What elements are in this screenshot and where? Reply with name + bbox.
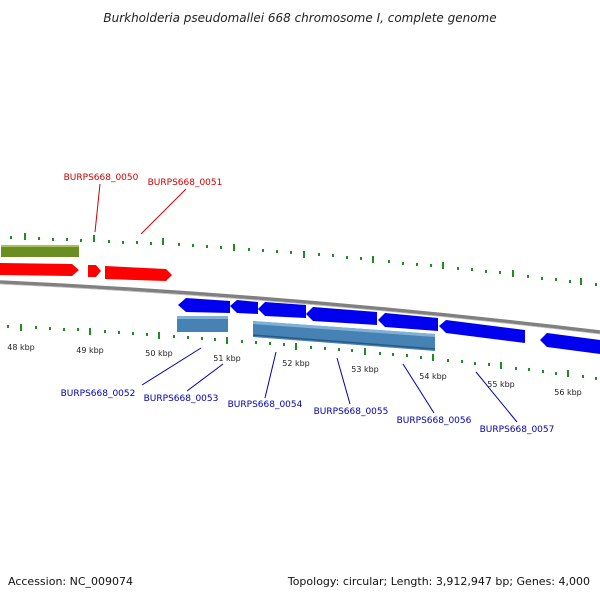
plus-strand-features xyxy=(0,245,172,281)
genome-backbone xyxy=(0,280,600,334)
minus-gene-arrow xyxy=(230,300,258,314)
leader-line-0050 xyxy=(94,183,101,233)
minus-other-feature xyxy=(177,316,228,332)
accession-text: Accession: NC_009074 xyxy=(8,575,133,588)
scale-label-49: 49 kbp xyxy=(76,346,104,355)
gene-label-0054: BURPS668_0054 xyxy=(228,400,303,410)
genome-summary-text: Topology: circular; Length: 3,912,947 bp… xyxy=(287,575,590,588)
leader-line-0052 xyxy=(141,347,202,386)
scale-labels: 48 kbp 49 kbp 50 kbp 51 kbp 52 kbp 53 kb… xyxy=(7,343,582,397)
minus-strand-features xyxy=(178,298,600,354)
leader-line-0051 xyxy=(140,188,187,235)
leader-line-0053 xyxy=(186,363,224,392)
minus-gene-arrow xyxy=(378,313,438,331)
minus-gene-arrow xyxy=(439,320,525,343)
scale-label-56: 56 kbp xyxy=(554,388,582,397)
leader-line-0054 xyxy=(264,351,277,399)
minus-gene-arrow xyxy=(178,298,230,313)
scale-label-55: 55 kbp xyxy=(487,380,515,389)
minus-gene-arrow xyxy=(306,307,377,325)
plus-gene-arrow-0051 xyxy=(105,266,172,281)
scale-label-51: 51 kbp xyxy=(213,354,241,363)
scale-label-54: 54 kbp xyxy=(419,372,447,381)
leader-line-0057 xyxy=(475,371,518,423)
scale-label-53: 53 kbp xyxy=(351,365,379,374)
scale-label-48: 48 kbp xyxy=(7,343,35,352)
inner-tick-track xyxy=(7,324,597,380)
gene-label-0052: BURPS668_0052 xyxy=(61,389,136,399)
plus-gene-labels: BURPS668_0050 BURPS668_0051 xyxy=(64,173,223,235)
gene-label-0050: BURPS668_0050 xyxy=(64,173,139,183)
inner-minor-ticks xyxy=(7,325,597,380)
gene-label-0055: BURPS668_0055 xyxy=(314,407,389,417)
minus-other-features xyxy=(177,316,436,351)
plus-gene-arrow-0050 xyxy=(88,265,101,277)
plus-gene-arrow xyxy=(0,263,79,276)
minus-gene-labels: BURPS668_0052 BURPS668_0053 BURPS668_005… xyxy=(61,347,555,435)
scale-label-52: 52 kbp xyxy=(282,359,310,368)
genome-backbone-inner xyxy=(0,283,600,335)
leader-line-0055 xyxy=(336,357,351,405)
minus-gene-arrow xyxy=(258,302,306,318)
gene-label-0051: BURPS668_0051 xyxy=(148,178,223,188)
gene-label-0057: BURPS668_0057 xyxy=(480,425,555,435)
map-title: Burkholderia pseudomallei 668 chromosome… xyxy=(103,11,496,25)
minus-gene-arrow xyxy=(540,333,600,354)
gene-label-0056: BURPS668_0056 xyxy=(397,416,472,426)
scale-label-50: 50 kbp xyxy=(145,349,173,358)
outer-tick-track xyxy=(10,233,597,286)
minus-other-feature xyxy=(253,321,435,351)
plus-other-feature xyxy=(1,245,79,257)
gene-label-0053: BURPS668_0053 xyxy=(144,394,219,404)
leader-line-0056 xyxy=(402,363,435,414)
outer-minor-ticks xyxy=(10,236,597,286)
